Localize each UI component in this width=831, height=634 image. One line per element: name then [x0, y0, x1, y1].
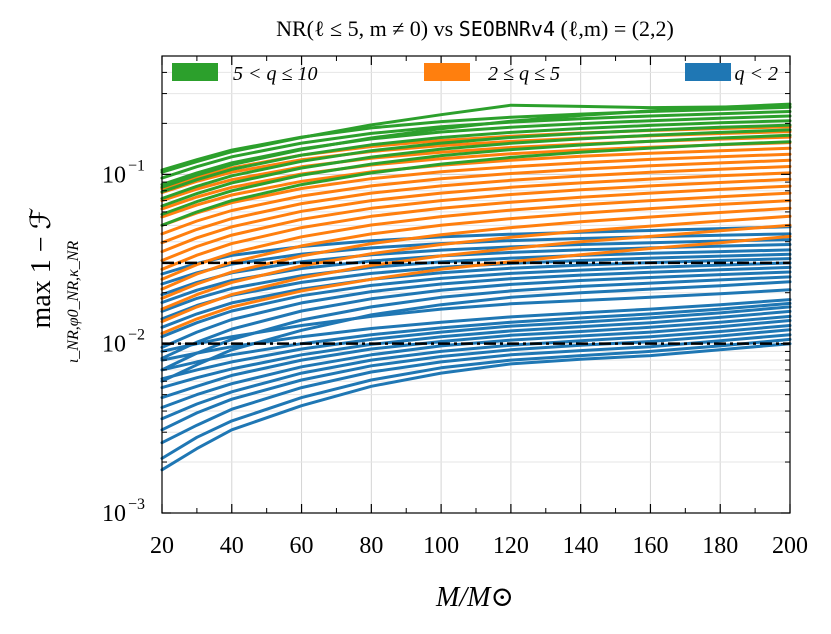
legend-label: 2 ≤ q ≤ 5 [488, 63, 560, 85]
series-line-1-4 [160, 328, 792, 432]
series-line-2-4 [160, 206, 792, 300]
x-tick-label: 140 [563, 533, 599, 559]
series-line-1-7 [160, 314, 792, 400]
chart-title: NR(ℓ ≤ 5, m ≠ 0) vs SEOBNRv4 (ℓ,m) = (2,… [276, 16, 674, 41]
series-line-2-3 [160, 214, 792, 311]
series-line-2-5 [160, 199, 792, 291]
x-tick-label: 80 [359, 533, 383, 559]
y-tick-label: 10 [102, 332, 126, 358]
series-line-2-11 [160, 158, 792, 236]
series-line-3-4 [160, 123, 792, 200]
series-line-2-8 [160, 177, 792, 262]
series-line-1-12 [160, 288, 792, 353]
legend-swatch [424, 63, 470, 81]
series-line-1-15 [160, 270, 792, 360]
reference-lines [162, 261, 790, 345]
series-line-2-7 [160, 184, 792, 271]
series-line-3-6 [160, 114, 792, 187]
y-tick-label-exponent: −3 [128, 496, 145, 513]
series-line-1-6 [160, 319, 792, 409]
series-line-3-7 [160, 110, 792, 180]
legend-swatch [685, 63, 731, 81]
series-lines [160, 102, 792, 472]
series-line-3-3 [160, 128, 792, 208]
series-line-1-14 [160, 275, 792, 372]
series-line-2-9 [160, 171, 792, 254]
series-line-2-12 [160, 152, 792, 227]
series-line-1-10 [160, 301, 792, 372]
series-line-2-2 [160, 223, 792, 324]
legend-label: q < 2 [735, 63, 779, 85]
legend: 5 < q ≤ 10 2 ≤ q ≤ 5 q < 2 [172, 63, 778, 85]
legend-label: 5 < q ≤ 10 [233, 63, 317, 85]
series-line-1-1 [160, 342, 792, 472]
y-axis-label-subscript: ι_NR,φ0_NR,κ_NR [65, 241, 82, 364]
chart-title-prefix: NR(ℓ ≤ 5, m ≠ 0) vs [276, 16, 459, 41]
series-line-3-2 [160, 133, 792, 216]
x-tick-label: 200 [772, 533, 808, 559]
x-axis-label: M/M⊙ [435, 582, 514, 613]
series-line-2-1 [160, 234, 792, 335]
series-line-1-17 [160, 261, 792, 339]
series-line-3-9 [160, 103, 792, 174]
series-line-1-8 [160, 309, 792, 390]
x-tick-label: 100 [423, 533, 459, 559]
series-line-1-2 [160, 337, 792, 460]
y-tick-label: 10 [102, 501, 126, 527]
chart-title-model: SEOBNRv4 [459, 17, 555, 41]
legend-swatch [172, 63, 218, 81]
series-line-3-1 [160, 140, 792, 227]
chart-title-suffix: (ℓ,m) = (2,2) [555, 16, 674, 41]
y-tick-label-exponent: −2 [128, 327, 145, 344]
series-line-2-10 [160, 165, 792, 245]
x-tick-label: 40 [220, 533, 244, 559]
x-tick-label: 180 [702, 533, 738, 559]
x-tick-label: 60 [290, 533, 314, 559]
x-tick-label: 120 [493, 533, 529, 559]
y-axis-label: max 1 − ℱ ι_NR,φ0_NR,κ_NR [26, 207, 82, 363]
series-line-1-9 [160, 305, 792, 381]
y-axis-label-main: max 1 − ℱ [26, 207, 57, 328]
series-line-2-6 [160, 191, 792, 281]
x-tick-label: 160 [632, 533, 668, 559]
series-line-3-10 [160, 102, 792, 189]
series-line-1-5 [160, 324, 792, 421]
series-line-1-13 [160, 280, 792, 383]
series-line-1-11 [160, 298, 792, 362]
y-tick-label-exponent: −1 [128, 157, 145, 174]
series-line-3-5 [160, 119, 792, 194]
series-line-1-16 [160, 265, 792, 349]
y-tick-label: 10 [102, 162, 126, 188]
x-tick-label: 20 [150, 533, 174, 559]
